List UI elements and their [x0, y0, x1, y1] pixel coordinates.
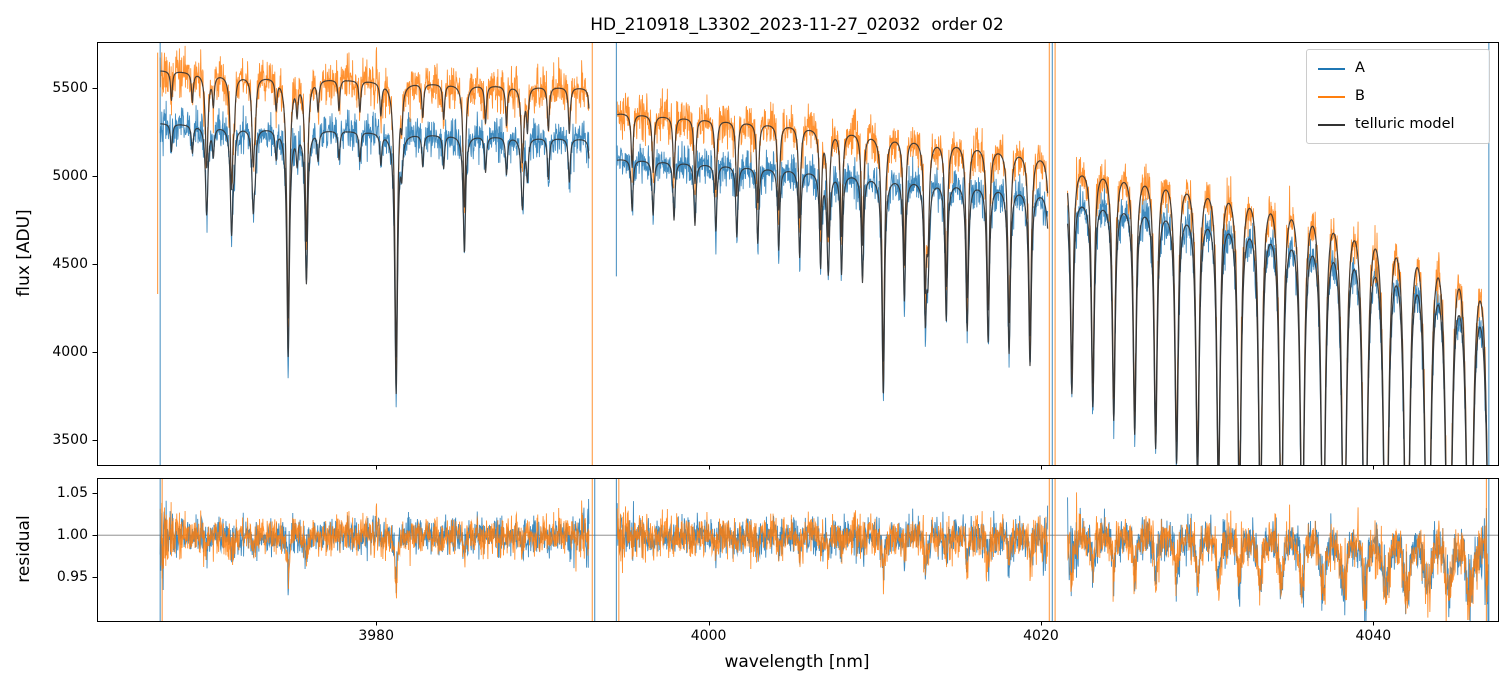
- residual-ytick-label: 0.95: [56, 569, 88, 586]
- flux-ytick-label: 4000: [52, 344, 88, 361]
- wavelength-xtick-label: 4040: [1355, 628, 1392, 644]
- legend: A B telluric model: [1306, 49, 1490, 144]
- legend-swatch-b-icon: [1318, 95, 1345, 98]
- wavelength-xtick-label: 3980: [358, 628, 395, 644]
- legend-entry-b: B: [1318, 87, 1478, 106]
- flux-ytick-label: 3500: [52, 432, 88, 449]
- wavelength-xtick-label: 4000: [690, 628, 727, 644]
- wavelength-xtick-label: 4020: [1023, 628, 1059, 644]
- residual-ytick-label: 1.05: [56, 485, 88, 502]
- flux-axis-label: flux [ADU]: [14, 209, 34, 297]
- legend-entry-telluric-model: telluric model: [1318, 115, 1478, 134]
- flux-ytick-label: 5500: [52, 79, 88, 96]
- legend-entry-a: A: [1318, 59, 1478, 78]
- legend-label-telluric: telluric model: [1355, 116, 1455, 132]
- legend-swatch-a-icon: [1318, 67, 1345, 70]
- flux-ytick-label: 5000: [52, 167, 88, 184]
- residual-axis-label: residual: [14, 515, 34, 583]
- chart-title: HD_210918_L3302_2023-11-27_02032 order 0…: [590, 15, 1004, 35]
- wavelength-axis-label: wavelength [nm]: [724, 652, 870, 672]
- legend-label-a: A: [1355, 60, 1365, 76]
- flux-ytick-label: 4500: [52, 256, 88, 273]
- residual-ytick-label: 1.00: [56, 527, 88, 544]
- legend-swatch-telluric-icon: [1318, 123, 1345, 126]
- legend-label-b: B: [1355, 88, 1365, 104]
